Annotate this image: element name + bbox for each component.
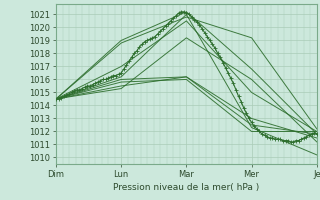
X-axis label: Pression niveau de la mer( hPa ): Pression niveau de la mer( hPa ) bbox=[113, 183, 260, 192]
